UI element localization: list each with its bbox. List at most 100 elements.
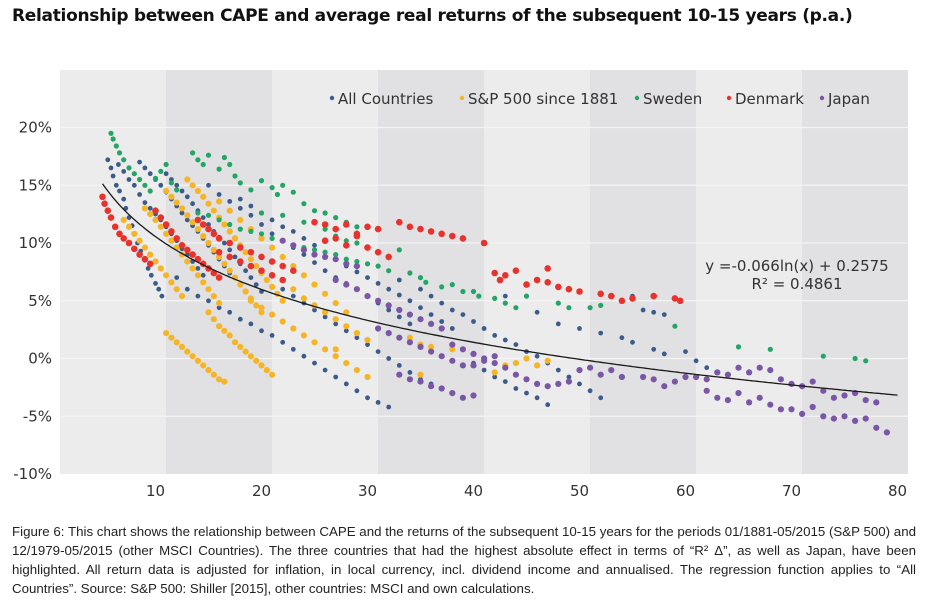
data-point [365, 342, 370, 347]
data-point [332, 276, 339, 284]
data-point [269, 311, 276, 318]
data-point [290, 325, 297, 332]
data-point [141, 244, 148, 251]
data-point [258, 309, 265, 316]
data-point [159, 293, 165, 299]
data-point [375, 281, 381, 286]
data-point [189, 265, 196, 272]
data-point [449, 326, 455, 331]
data-point [438, 353, 445, 360]
data-point [195, 293, 201, 299]
data-point [873, 424, 880, 431]
data-point [598, 330, 604, 336]
data-point [343, 242, 350, 249]
data-point [279, 237, 286, 244]
data-point [194, 357, 201, 364]
data-point [523, 376, 530, 383]
data-point [534, 395, 540, 401]
data-point [534, 353, 540, 359]
data-point [205, 152, 212, 158]
data-point [597, 371, 604, 378]
data-points [99, 130, 891, 436]
data-point [300, 272, 307, 279]
data-point [237, 258, 244, 265]
data-point [221, 378, 228, 385]
data-point [131, 171, 137, 177]
data-point [290, 346, 296, 352]
data-point [704, 365, 710, 371]
data-point [248, 321, 254, 327]
data-point [650, 292, 657, 300]
data-point [513, 305, 519, 311]
data-point [396, 314, 402, 320]
data-point [332, 346, 339, 353]
data-point [269, 235, 275, 241]
data-point [116, 230, 123, 238]
data-point [418, 286, 423, 292]
data-point [544, 265, 551, 272]
data-point [619, 335, 625, 341]
data-point [108, 130, 114, 136]
data-point [767, 367, 774, 374]
data-point [396, 306, 403, 314]
data-point [189, 251, 196, 258]
data-point [290, 293, 296, 299]
data-point [735, 364, 742, 371]
legend: All Countries S&P 500 since 1881 Sweden Den… [329, 90, 870, 108]
legend-label: All Countries [338, 90, 433, 108]
data-point [406, 311, 413, 318]
data-point [178, 242, 186, 249]
data-point [460, 312, 466, 317]
data-point [364, 336, 371, 344]
data-point [512, 267, 520, 275]
data-point [343, 238, 349, 244]
regression-line [101, 183, 898, 396]
data-point [651, 346, 657, 352]
data-point [300, 295, 307, 302]
data-point [577, 381, 582, 387]
data-point [290, 263, 297, 270]
data-point [630, 339, 635, 345]
data-point [354, 258, 360, 265]
data-point [184, 217, 190, 223]
data-point [312, 307, 317, 313]
y-tick-label: 20% [19, 119, 52, 137]
data-point [555, 283, 562, 291]
scatter-chart: 20% 15% 10% 5% 0% -5% -10% 10 20 30 40 50 60 70 80 Al… [13, 70, 908, 500]
data-point [242, 249, 249, 256]
data-point [221, 260, 228, 267]
legend-item: All Countries [329, 90, 433, 108]
data-point [777, 376, 785, 383]
data-point [439, 319, 445, 324]
data-point [156, 286, 162, 292]
data-point [279, 253, 286, 260]
data-point [671, 378, 679, 385]
data-point [190, 150, 196, 156]
data-point [280, 224, 286, 230]
data-point [375, 400, 381, 405]
data-point [533, 276, 541, 284]
data-point [279, 297, 286, 304]
data-point [386, 286, 392, 292]
data-point [428, 383, 435, 390]
data-point [121, 196, 127, 202]
data-point [253, 357, 260, 364]
data-point [248, 187, 254, 193]
data-point [301, 252, 307, 257]
data-point [237, 180, 243, 186]
data-point [513, 386, 519, 391]
data-point [629, 295, 636, 302]
data-point [438, 325, 445, 332]
data-point [168, 180, 174, 186]
data-point [258, 267, 265, 275]
data-point [587, 388, 593, 394]
data-point [354, 388, 360, 394]
data-point [374, 248, 382, 256]
data-point [142, 200, 148, 206]
data-point [247, 353, 254, 360]
data-point [210, 230, 218, 238]
data-point [491, 269, 499, 277]
data-point [449, 357, 456, 364]
legend-item: Sweden [634, 90, 702, 108]
data-point [200, 215, 206, 221]
